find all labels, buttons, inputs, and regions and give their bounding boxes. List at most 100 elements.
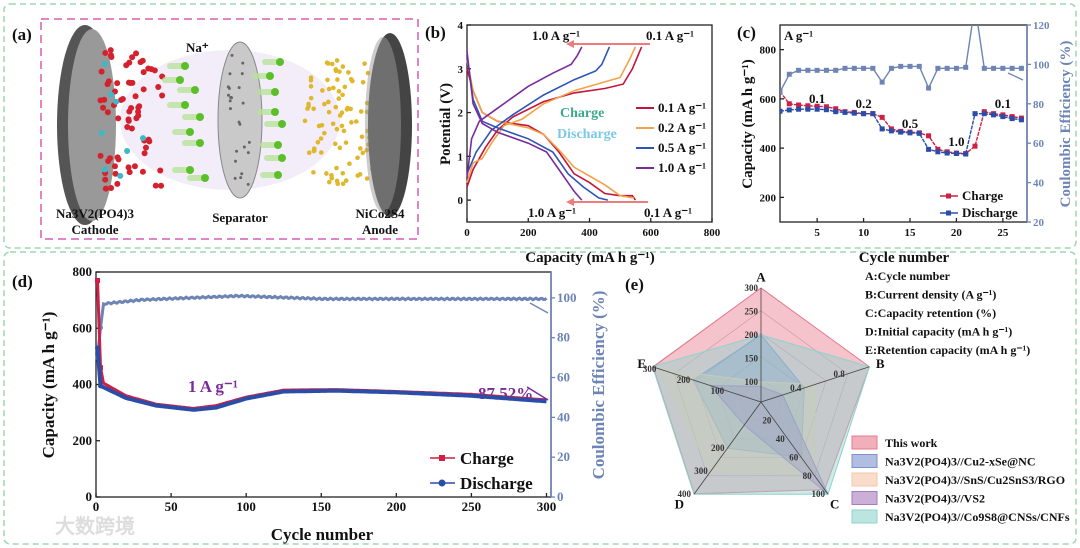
radar-tick-label: 20 (762, 415, 772, 425)
oxygen-atom (100, 104, 107, 111)
radar-series-1 (692, 334, 805, 458)
oxygen-atom (140, 86, 147, 93)
data-point (842, 109, 848, 115)
oxygen-atom (133, 50, 140, 57)
data-point (907, 130, 913, 136)
rate-label: 0.1 (809, 91, 825, 106)
ion-label: Na⁺ (186, 40, 209, 55)
arrow-head (566, 198, 574, 206)
data-point (991, 112, 997, 118)
pore (229, 96, 233, 100)
panel-b-charge-discharge-chart: (b) Capacity (mA h g⁻¹) Potential (V) 0 2… (425, 20, 721, 266)
legend-marker (946, 210, 951, 216)
y2-tick-label: 0 (557, 489, 564, 504)
sulfur-atom (333, 104, 339, 110)
pore (230, 53, 234, 57)
charge-curve-1 (466, 46, 637, 183)
watermark: 大数跨境 (55, 514, 135, 538)
legend-label: 1.0 A g⁻¹ (658, 160, 706, 175)
sulfur-atom (334, 165, 339, 171)
y-tick-label: 1 (458, 151, 464, 163)
data-point (972, 111, 978, 117)
discharge-curve-2 (466, 55, 609, 201)
sodium-ion (276, 58, 284, 66)
pore (242, 145, 246, 149)
series-line (780, 108, 1022, 155)
y2-tick-label: 20 (557, 449, 570, 464)
data-point (814, 67, 820, 73)
ion-trail (264, 155, 282, 161)
data-point (98, 383, 104, 389)
anode-disc (365, 33, 412, 217)
sulfur-atom (315, 139, 321, 145)
oxygen-atom (111, 163, 118, 170)
data-point (879, 114, 885, 120)
y-tick-label: 400 (760, 143, 777, 155)
sodium-ion (181, 101, 189, 109)
sodium-ion (176, 76, 184, 84)
y2-tick-label: 80 (1033, 99, 1045, 111)
x-tick-label: 10 (858, 227, 870, 239)
pore (246, 182, 250, 186)
sulfur-atom (347, 161, 352, 166)
ion-trail (260, 172, 278, 178)
annotation-top-right: 0.1 A g⁻¹ (646, 28, 694, 43)
sodium-ion (181, 62, 189, 70)
arrow-head (566, 40, 574, 48)
sulfur-atom (360, 79, 366, 85)
ion-trail (187, 175, 205, 181)
pore (228, 107, 232, 111)
y-tick-label: 2 (458, 108, 464, 120)
x-tick-label: 50 (165, 499, 178, 514)
sulfur-atom (306, 101, 311, 107)
data-point (926, 85, 932, 91)
legend-label: Na3V2(PO4)3//Co9S8@CNSs/CNFs (885, 510, 1070, 524)
legend-swatch (851, 472, 878, 487)
oxygen-atom (125, 164, 132, 171)
sulfur-atom (346, 70, 351, 75)
data-point (851, 65, 857, 71)
data-point (870, 111, 876, 117)
radar-tick-label: 40 (776, 434, 786, 444)
x-tick-label: 200 (387, 499, 407, 514)
schematic-frame (40, 18, 419, 240)
y-tick-label: 800 (760, 45, 777, 57)
y-tick-label: 200 (73, 433, 93, 448)
oxygen-atom (157, 167, 164, 174)
panel-label-e: (e) (625, 275, 644, 294)
legend-label: Discharge (962, 205, 1018, 220)
cathode-label: Cathode (72, 222, 119, 237)
bottom-row-border (3, 251, 1077, 545)
sulfur-atom (320, 88, 325, 93)
y2-tick-label: 40 (1033, 178, 1045, 190)
sulfur-atom (319, 122, 325, 128)
pore (227, 86, 231, 90)
sulfur-atom (306, 150, 312, 155)
sulfur-atom (342, 84, 348, 90)
y2-tick-label: 100 (557, 290, 577, 305)
y2-tick-label: 100 (1033, 59, 1050, 71)
legend-swatch (851, 435, 878, 450)
sodium-ion (196, 139, 204, 147)
ion-trail (260, 142, 278, 148)
legend-marker (438, 479, 446, 487)
radar-tick-label: 150 (745, 353, 759, 363)
rate-label: 0.1 (995, 96, 1011, 111)
pore (237, 120, 241, 124)
oxygen-atom (132, 93, 139, 100)
axis-key-E: E (637, 356, 646, 371)
x-tick-label: 250 (462, 499, 482, 514)
data-point (786, 101, 792, 107)
radar-tick-label: 200 (711, 443, 725, 453)
oxygen-atom (104, 109, 111, 116)
sulfur-atom (340, 64, 346, 69)
anode-formula: NiCo2S4 (355, 206, 405, 221)
legend-label: Na3V2(PO4)3//Cu2-xSe@NC (885, 455, 1036, 469)
radar-series-2 (658, 368, 816, 477)
radar-tick-label: 250 (745, 306, 759, 316)
cathode-crystal (97, 47, 166, 192)
sulfur-atom (337, 69, 342, 74)
data-point (991, 65, 997, 71)
y-tick-label: 600 (760, 94, 777, 106)
